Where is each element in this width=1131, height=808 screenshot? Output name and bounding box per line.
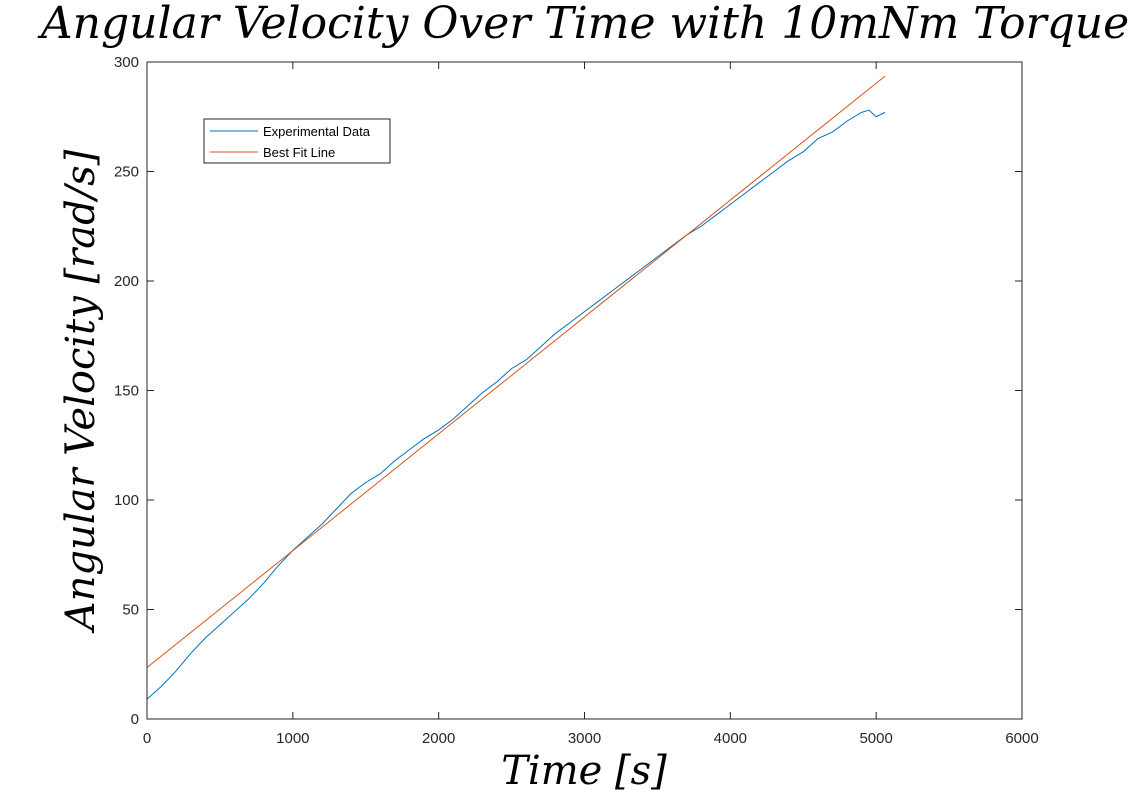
x-axis-label: Time [s] (501, 748, 667, 794)
y-tick-label: 250 (114, 164, 139, 181)
x-tick-label: 5000 (859, 730, 892, 747)
x-tick-label: 1000 (276, 730, 309, 747)
series-line-0 (146, 109, 886, 700)
plot-background (147, 62, 1022, 719)
y-tick-label: 0 (131, 711, 139, 728)
legend-label-best-fit: Best Fit Line (263, 145, 335, 160)
legend-label-experimental: Experimental Data (263, 124, 371, 139)
series-layer (146, 75, 886, 700)
plot-frame (146, 61, 1023, 720)
chart-title: Angular Velocity Over Time with 10mNm To… (37, 0, 1129, 49)
ticks-layer: 0 1000 2000 3000 4000 5000 6000 0 50 100 150 200 250… (114, 54, 1039, 747)
series-line-1 (146, 75, 886, 668)
y-axis-label: Angular Velocity [rad/s] (58, 149, 104, 634)
x-tick-label: 0 (143, 730, 151, 747)
y-tick-label: 100 (114, 492, 139, 509)
y-tick-label: 50 (122, 602, 139, 619)
legend: Experimental Data Best Fit Line (203, 118, 391, 164)
x-tick-label: 3000 (568, 730, 601, 747)
x-tick-label: 2000 (422, 730, 455, 747)
x-tick-label: 4000 (714, 730, 747, 747)
x-tick-label: 6000 (1005, 730, 1038, 747)
y-tick-label: 300 (114, 54, 139, 71)
y-tick-label: 200 (114, 273, 139, 290)
y-tick-label: 150 (114, 383, 139, 400)
legend-box (203, 118, 391, 164)
